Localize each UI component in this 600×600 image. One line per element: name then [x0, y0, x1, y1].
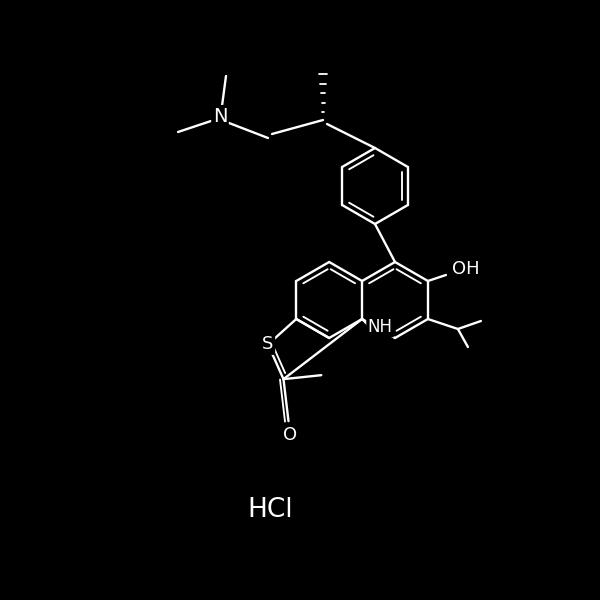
- Text: N: N: [213, 107, 227, 125]
- Text: O: O: [283, 426, 298, 444]
- Text: NH: NH: [368, 318, 392, 336]
- Text: HCl: HCl: [247, 497, 293, 523]
- Text: S: S: [262, 335, 274, 353]
- Text: OH: OH: [452, 260, 480, 278]
